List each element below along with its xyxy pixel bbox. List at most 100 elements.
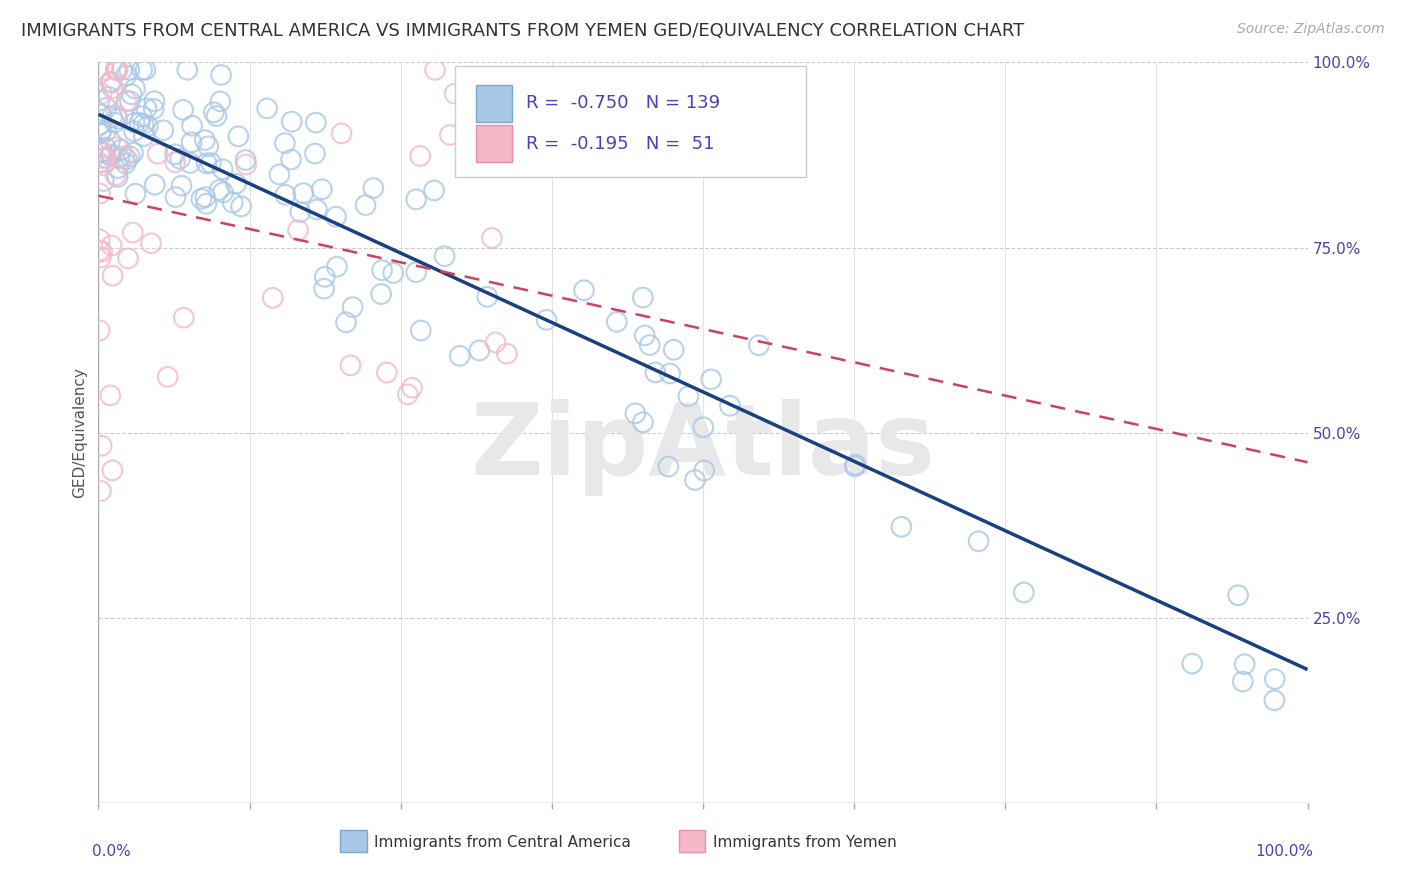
Y-axis label: GED/Equivalency: GED/Equivalency xyxy=(72,368,87,498)
Point xyxy=(890,520,912,534)
Point xyxy=(173,310,195,325)
Point xyxy=(274,187,297,202)
Point xyxy=(371,263,394,277)
Point xyxy=(107,62,129,77)
Point xyxy=(468,343,491,358)
Point xyxy=(165,155,187,169)
Point xyxy=(104,115,127,129)
Point xyxy=(312,282,335,296)
Text: Source: ZipAtlas.com: Source: ZipAtlas.com xyxy=(1237,22,1385,37)
Point xyxy=(114,156,136,170)
Point xyxy=(135,102,157,116)
Point xyxy=(107,161,129,175)
Point xyxy=(228,129,250,144)
Point xyxy=(124,116,146,130)
Point xyxy=(208,183,231,197)
Point xyxy=(325,210,347,224)
Point xyxy=(169,152,191,166)
Point xyxy=(967,534,990,549)
Point xyxy=(305,115,328,129)
FancyBboxPatch shape xyxy=(475,126,512,162)
Point xyxy=(132,117,155,131)
Point xyxy=(382,266,405,280)
Point xyxy=(89,94,111,108)
Point xyxy=(1264,672,1286,686)
Point xyxy=(107,112,129,126)
FancyBboxPatch shape xyxy=(340,830,367,853)
Point xyxy=(124,186,146,201)
Point xyxy=(662,343,685,357)
Point xyxy=(89,232,111,246)
Point xyxy=(370,287,392,301)
Point xyxy=(1232,674,1254,689)
Point xyxy=(693,464,716,478)
Point xyxy=(152,123,174,137)
Point xyxy=(136,119,159,133)
Point xyxy=(280,114,302,128)
Point xyxy=(443,87,465,101)
Point xyxy=(326,260,349,274)
Point xyxy=(105,140,128,154)
Point xyxy=(100,76,122,90)
Point xyxy=(91,146,114,161)
Point xyxy=(844,459,866,474)
Point xyxy=(401,381,423,395)
Point xyxy=(659,367,682,381)
Point xyxy=(110,143,132,157)
Point xyxy=(361,181,384,195)
Point xyxy=(101,268,124,283)
Point xyxy=(139,236,162,251)
Point xyxy=(94,151,117,165)
Point xyxy=(124,81,146,95)
Point xyxy=(107,169,129,184)
Point xyxy=(634,328,657,343)
Point xyxy=(89,186,111,201)
Point xyxy=(405,265,427,279)
Point xyxy=(262,291,284,305)
Point xyxy=(339,359,361,373)
Point xyxy=(439,128,461,142)
Point xyxy=(115,69,138,83)
Point xyxy=(105,108,128,122)
Point xyxy=(122,145,145,160)
Point xyxy=(96,123,118,137)
Point xyxy=(89,156,111,170)
Point xyxy=(190,192,212,206)
Point xyxy=(128,116,150,130)
Point xyxy=(90,145,112,160)
Point xyxy=(572,283,595,297)
Point xyxy=(423,62,446,77)
Point xyxy=(115,153,138,167)
Point xyxy=(170,178,193,193)
Point xyxy=(165,147,187,161)
Point xyxy=(172,103,194,117)
Point xyxy=(396,387,419,401)
Point xyxy=(292,186,315,201)
Point xyxy=(484,335,506,350)
Point xyxy=(256,102,278,116)
Point xyxy=(105,62,128,77)
Point xyxy=(409,149,432,163)
Point xyxy=(195,156,218,170)
Point xyxy=(97,90,120,104)
Point xyxy=(142,102,165,116)
Point xyxy=(121,87,143,102)
Point xyxy=(197,139,219,153)
Point xyxy=(209,95,232,109)
Point xyxy=(111,62,134,77)
Point xyxy=(90,123,112,137)
Point xyxy=(194,190,217,204)
Point xyxy=(118,149,141,163)
FancyBboxPatch shape xyxy=(475,85,512,121)
Point xyxy=(98,388,121,402)
Point xyxy=(93,62,115,77)
Point xyxy=(477,290,499,304)
Text: ZipAtlas: ZipAtlas xyxy=(471,399,935,496)
Point xyxy=(718,399,741,413)
Point xyxy=(101,110,124,124)
Point xyxy=(194,133,217,147)
Point xyxy=(176,62,198,77)
Point xyxy=(657,459,679,474)
Point xyxy=(180,135,202,149)
Point xyxy=(1012,585,1035,599)
